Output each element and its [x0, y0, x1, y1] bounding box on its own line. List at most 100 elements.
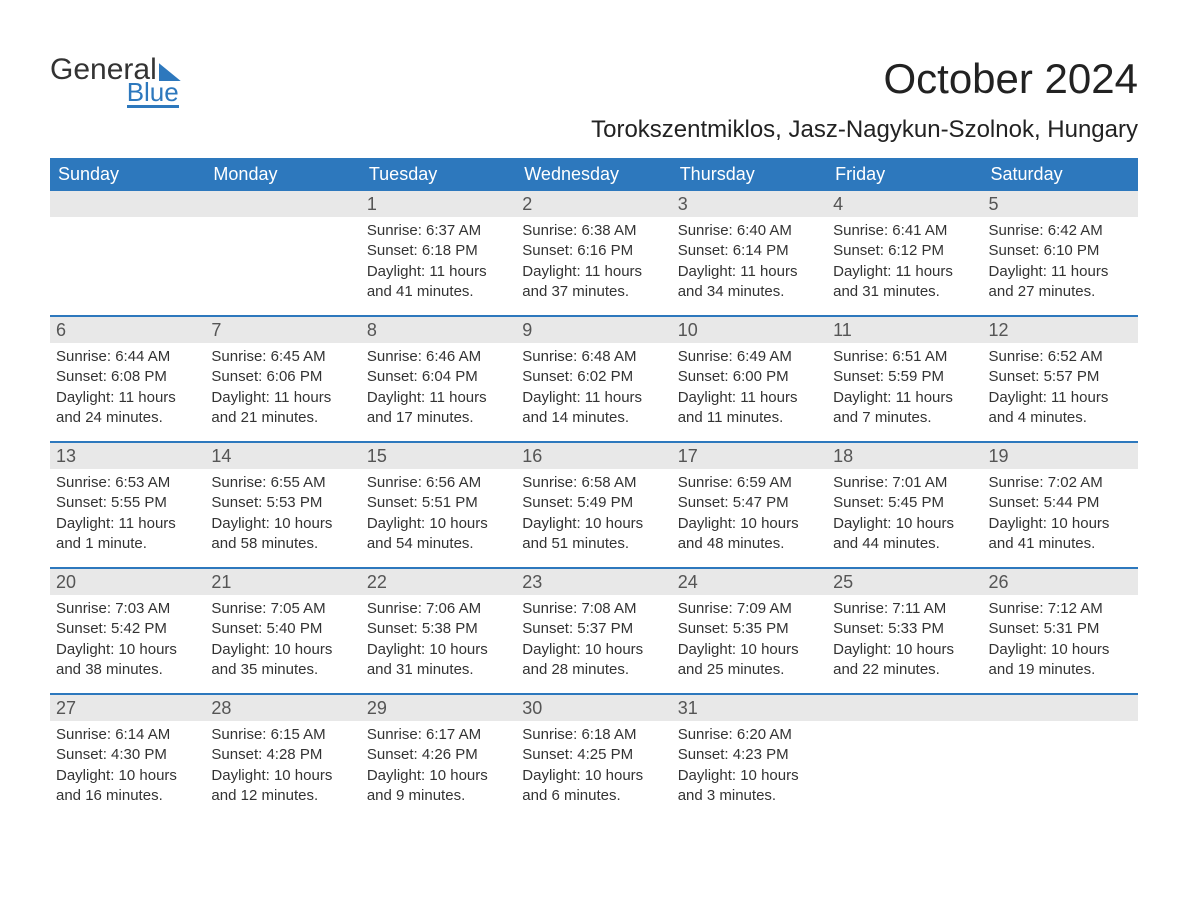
day-content: Sunrise: 6:15 AMSunset: 4:28 PMDaylight:… [205, 721, 360, 816]
day-content: Sunrise: 6:52 AMSunset: 5:57 PMDaylight:… [983, 343, 1138, 438]
day-content: Sunrise: 6:56 AMSunset: 5:51 PMDaylight:… [361, 469, 516, 564]
daylight-text: Daylight: 10 hours and 19 minutes. [989, 640, 1132, 681]
sunrise-text: Sunrise: 6:41 AM [833, 221, 976, 241]
sunrise-text: Sunrise: 6:18 AM [522, 725, 665, 745]
day-cell: 24Sunrise: 7:09 AMSunset: 5:35 PMDayligh… [672, 569, 827, 693]
weeks-container: 1Sunrise: 6:37 AMSunset: 6:18 PMDaylight… [50, 191, 1138, 819]
week-row: 1Sunrise: 6:37 AMSunset: 6:18 PMDaylight… [50, 191, 1138, 315]
day-content: Sunrise: 6:45 AMSunset: 6:06 PMDaylight:… [205, 343, 360, 438]
day-content: Sunrise: 6:20 AMSunset: 4:23 PMDaylight:… [672, 721, 827, 816]
sunset-text: Sunset: 6:00 PM [678, 367, 821, 387]
day-content: Sunrise: 7:09 AMSunset: 5:35 PMDaylight:… [672, 595, 827, 690]
daylight-text: Daylight: 10 hours and 51 minutes. [522, 514, 665, 555]
day-cell: 9Sunrise: 6:48 AMSunset: 6:02 PMDaylight… [516, 317, 671, 441]
sunrise-text: Sunrise: 6:49 AM [678, 347, 821, 367]
sunset-text: Sunset: 4:26 PM [367, 745, 510, 765]
daylight-text: Daylight: 11 hours and 1 minute. [56, 514, 199, 555]
day-number: 10 [672, 317, 827, 343]
sunrise-text: Sunrise: 6:40 AM [678, 221, 821, 241]
sunrise-text: Sunrise: 7:02 AM [989, 473, 1132, 493]
daylight-text: Daylight: 10 hours and 6 minutes. [522, 766, 665, 807]
day-content: Sunrise: 7:02 AMSunset: 5:44 PMDaylight:… [983, 469, 1138, 564]
day-content: Sunrise: 6:40 AMSunset: 6:14 PMDaylight:… [672, 217, 827, 312]
logo: General Blue [50, 55, 181, 108]
daylight-text: Daylight: 10 hours and 41 minutes. [989, 514, 1132, 555]
daylight-text: Daylight: 10 hours and 22 minutes. [833, 640, 976, 681]
sunrise-text: Sunrise: 7:03 AM [56, 599, 199, 619]
day-number: 18 [827, 443, 982, 469]
day-number: 24 [672, 569, 827, 595]
weekday-monday: Monday [205, 158, 360, 191]
day-content: Sunrise: 6:51 AMSunset: 5:59 PMDaylight:… [827, 343, 982, 438]
day-cell: 20Sunrise: 7:03 AMSunset: 5:42 PMDayligh… [50, 569, 205, 693]
daylight-text: Daylight: 10 hours and 38 minutes. [56, 640, 199, 681]
day-content: Sunrise: 6:44 AMSunset: 6:08 PMDaylight:… [50, 343, 205, 438]
day-content: Sunrise: 7:11 AMSunset: 5:33 PMDaylight:… [827, 595, 982, 690]
week-row: 6Sunrise: 6:44 AMSunset: 6:08 PMDaylight… [50, 315, 1138, 441]
daylight-text: Daylight: 11 hours and 14 minutes. [522, 388, 665, 429]
sunset-text: Sunset: 5:57 PM [989, 367, 1132, 387]
day-cell: 23Sunrise: 7:08 AMSunset: 5:37 PMDayligh… [516, 569, 671, 693]
daylight-text: Daylight: 10 hours and 28 minutes. [522, 640, 665, 681]
day-number: 7 [205, 317, 360, 343]
sunset-text: Sunset: 4:25 PM [522, 745, 665, 765]
day-cell: 15Sunrise: 6:56 AMSunset: 5:51 PMDayligh… [361, 443, 516, 567]
sunset-text: Sunset: 6:04 PM [367, 367, 510, 387]
day-cell: 12Sunrise: 6:52 AMSunset: 5:57 PMDayligh… [983, 317, 1138, 441]
day-number: 30 [516, 695, 671, 721]
day-content: Sunrise: 6:18 AMSunset: 4:25 PMDaylight:… [516, 721, 671, 816]
sunset-text: Sunset: 5:55 PM [56, 493, 199, 513]
day-cell: 17Sunrise: 6:59 AMSunset: 5:47 PMDayligh… [672, 443, 827, 567]
day-number: 28 [205, 695, 360, 721]
day-content: Sunrise: 7:06 AMSunset: 5:38 PMDaylight:… [361, 595, 516, 690]
sunset-text: Sunset: 6:16 PM [522, 241, 665, 261]
sunset-text: Sunset: 5:35 PM [678, 619, 821, 639]
day-content: Sunrise: 7:03 AMSunset: 5:42 PMDaylight:… [50, 595, 205, 690]
sunset-text: Sunset: 5:42 PM [56, 619, 199, 639]
sunrise-text: Sunrise: 6:52 AM [989, 347, 1132, 367]
day-content: Sunrise: 6:59 AMSunset: 5:47 PMDaylight:… [672, 469, 827, 564]
day-content: Sunrise: 6:37 AMSunset: 6:18 PMDaylight:… [361, 217, 516, 312]
sunrise-text: Sunrise: 7:06 AM [367, 599, 510, 619]
sunrise-text: Sunrise: 7:05 AM [211, 599, 354, 619]
sunset-text: Sunset: 4:30 PM [56, 745, 199, 765]
day-content: Sunrise: 6:53 AMSunset: 5:55 PMDaylight:… [50, 469, 205, 564]
logo-triangle-icon [159, 63, 181, 81]
day-number: 14 [205, 443, 360, 469]
sunset-text: Sunset: 6:06 PM [211, 367, 354, 387]
weekday-wednesday: Wednesday [516, 158, 671, 191]
day-number: 5 [983, 191, 1138, 217]
day-cell: 30Sunrise: 6:18 AMSunset: 4:25 PMDayligh… [516, 695, 671, 819]
sunset-text: Sunset: 5:49 PM [522, 493, 665, 513]
day-number: 12 [983, 317, 1138, 343]
daylight-text: Daylight: 10 hours and 54 minutes. [367, 514, 510, 555]
sunrise-text: Sunrise: 6:46 AM [367, 347, 510, 367]
logo-text-bottom: Blue [127, 79, 179, 108]
sunrise-text: Sunrise: 6:51 AM [833, 347, 976, 367]
daylight-text: Daylight: 11 hours and 34 minutes. [678, 262, 821, 303]
day-cell: 28Sunrise: 6:15 AMSunset: 4:28 PMDayligh… [205, 695, 360, 819]
day-cell: 6Sunrise: 6:44 AMSunset: 6:08 PMDaylight… [50, 317, 205, 441]
day-number [983, 695, 1138, 721]
day-number: 8 [361, 317, 516, 343]
sunset-text: Sunset: 6:12 PM [833, 241, 976, 261]
location-subtitle: Torokszentmiklos, Jasz-Nagykun-Szolnok, … [50, 116, 1138, 144]
sunrise-text: Sunrise: 7:08 AM [522, 599, 665, 619]
day-content: Sunrise: 7:08 AMSunset: 5:37 PMDaylight:… [516, 595, 671, 690]
week-row: 20Sunrise: 7:03 AMSunset: 5:42 PMDayligh… [50, 567, 1138, 693]
day-number: 21 [205, 569, 360, 595]
day-cell [983, 695, 1138, 819]
daylight-text: Daylight: 10 hours and 58 minutes. [211, 514, 354, 555]
day-number [50, 191, 205, 217]
sunrise-text: Sunrise: 6:15 AM [211, 725, 354, 745]
sunrise-text: Sunrise: 6:58 AM [522, 473, 665, 493]
day-number: 11 [827, 317, 982, 343]
sunset-text: Sunset: 6:14 PM [678, 241, 821, 261]
daylight-text: Daylight: 11 hours and 11 minutes. [678, 388, 821, 429]
sunset-text: Sunset: 4:28 PM [211, 745, 354, 765]
sunset-text: Sunset: 5:33 PM [833, 619, 976, 639]
day-cell: 4Sunrise: 6:41 AMSunset: 6:12 PMDaylight… [827, 191, 982, 315]
day-number: 25 [827, 569, 982, 595]
day-cell: 22Sunrise: 7:06 AMSunset: 5:38 PMDayligh… [361, 569, 516, 693]
sunset-text: Sunset: 5:51 PM [367, 493, 510, 513]
